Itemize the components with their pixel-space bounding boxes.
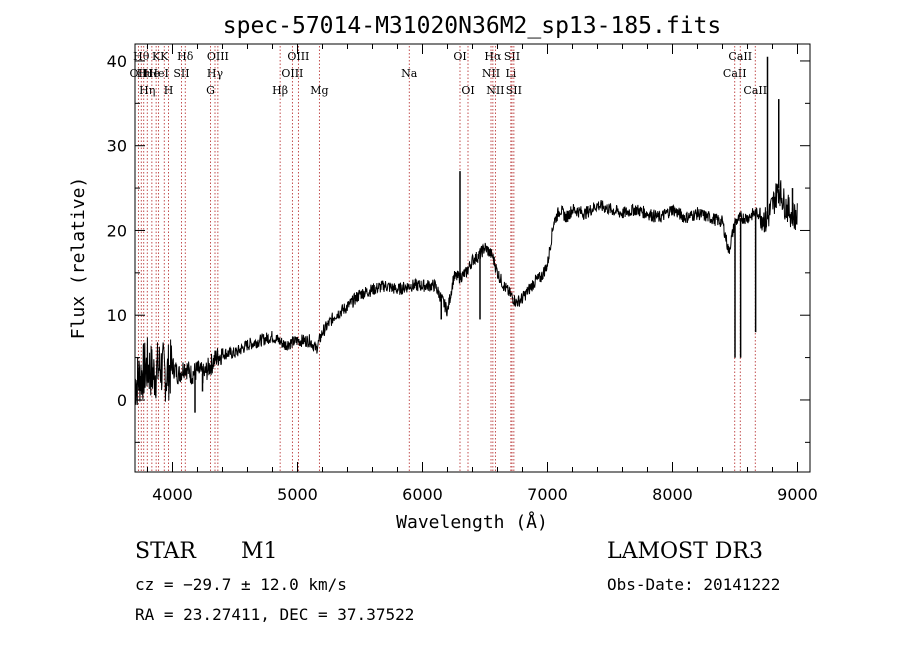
y-tick-label: 40 — [107, 52, 127, 71]
x-tick-label: 7000 — [527, 485, 568, 504]
axis-ticks: 4000 5000 6000 7000 8000 9000 0 10 20 30 40 — [107, 44, 818, 504]
x-tick-label: 9000 — [777, 485, 818, 504]
y-tick-label: 10 — [107, 306, 127, 325]
line-marker-label: Hη — [139, 84, 155, 97]
line-marker-label: Hα — [484, 50, 502, 63]
survey-name: LAMOST DR3 — [607, 539, 763, 564]
line-marker-label: CaII — [728, 50, 752, 63]
chart-title: spec-57014-M31020N36M2_sp13-185.fits — [223, 13, 722, 39]
line-marker-label: OIII — [207, 50, 229, 63]
y-tick-label: 0 — [117, 391, 127, 410]
x-tick-label: 4000 — [152, 485, 193, 504]
line-markers: OIIHθHιHηHeKHeIKHSIIHδGHγOIIIHβOIIIOIIIM… — [130, 46, 767, 472]
line-marker-label: He — [144, 67, 160, 80]
line-marker-label: K — [160, 50, 169, 63]
line-marker-label: Hγ — [207, 67, 224, 80]
line-marker-label: OII — [130, 67, 148, 80]
line-marker-label: OIII — [287, 50, 309, 63]
line-marker-label: H — [164, 84, 174, 97]
line-marker-label: SII — [504, 50, 520, 63]
line-marker-label: CaII — [743, 84, 767, 97]
line-marker-label: K — [152, 50, 161, 63]
observation-date: Obs-Date: 20141222 — [607, 575, 781, 594]
y-tick-label: 30 — [107, 137, 127, 156]
object-subclass: M1 — [241, 539, 278, 564]
line-marker-label: CaII — [723, 67, 747, 80]
line-marker-label: SII — [506, 84, 522, 97]
line-marker-label: Hβ — [272, 84, 288, 97]
x-axis-label: Wavelength (Å) — [396, 511, 548, 533]
line-marker-label: Na — [401, 67, 418, 80]
line-marker-label: Hθ — [133, 50, 150, 63]
line-marker-label: NII — [486, 84, 504, 97]
line-marker-label: OIII — [281, 67, 303, 80]
spectrum-line — [134, 180, 798, 406]
x-tick-label: 5000 — [277, 485, 318, 504]
redshift-velocity: cz = −29.7 ± 12.0 km/s — [135, 575, 347, 594]
line-marker-label: HeI — [148, 67, 168, 80]
object-class: STAR — [135, 539, 196, 564]
line-marker-label: SII — [173, 67, 189, 80]
line-marker-label: Li — [505, 67, 516, 80]
x-tick-label: 6000 — [402, 485, 443, 504]
line-marker-label: OI — [461, 84, 474, 97]
line-marker-label: Hδ — [177, 50, 194, 63]
x-tick-label: 8000 — [652, 485, 693, 504]
line-marker-label: Mg — [310, 84, 328, 97]
y-axis-label: Flux (relative) — [68, 177, 89, 340]
spectrum-series — [134, 56, 798, 413]
line-marker-label: OI — [453, 50, 466, 63]
y-tick-label: 20 — [107, 221, 127, 240]
line-marker-label: Hι — [137, 67, 151, 80]
line-marker-label: G — [206, 84, 215, 97]
line-marker-label: NII — [482, 67, 500, 80]
sky-coordinates: RA = 23.27411, DEC = 37.37522 — [135, 605, 415, 624]
